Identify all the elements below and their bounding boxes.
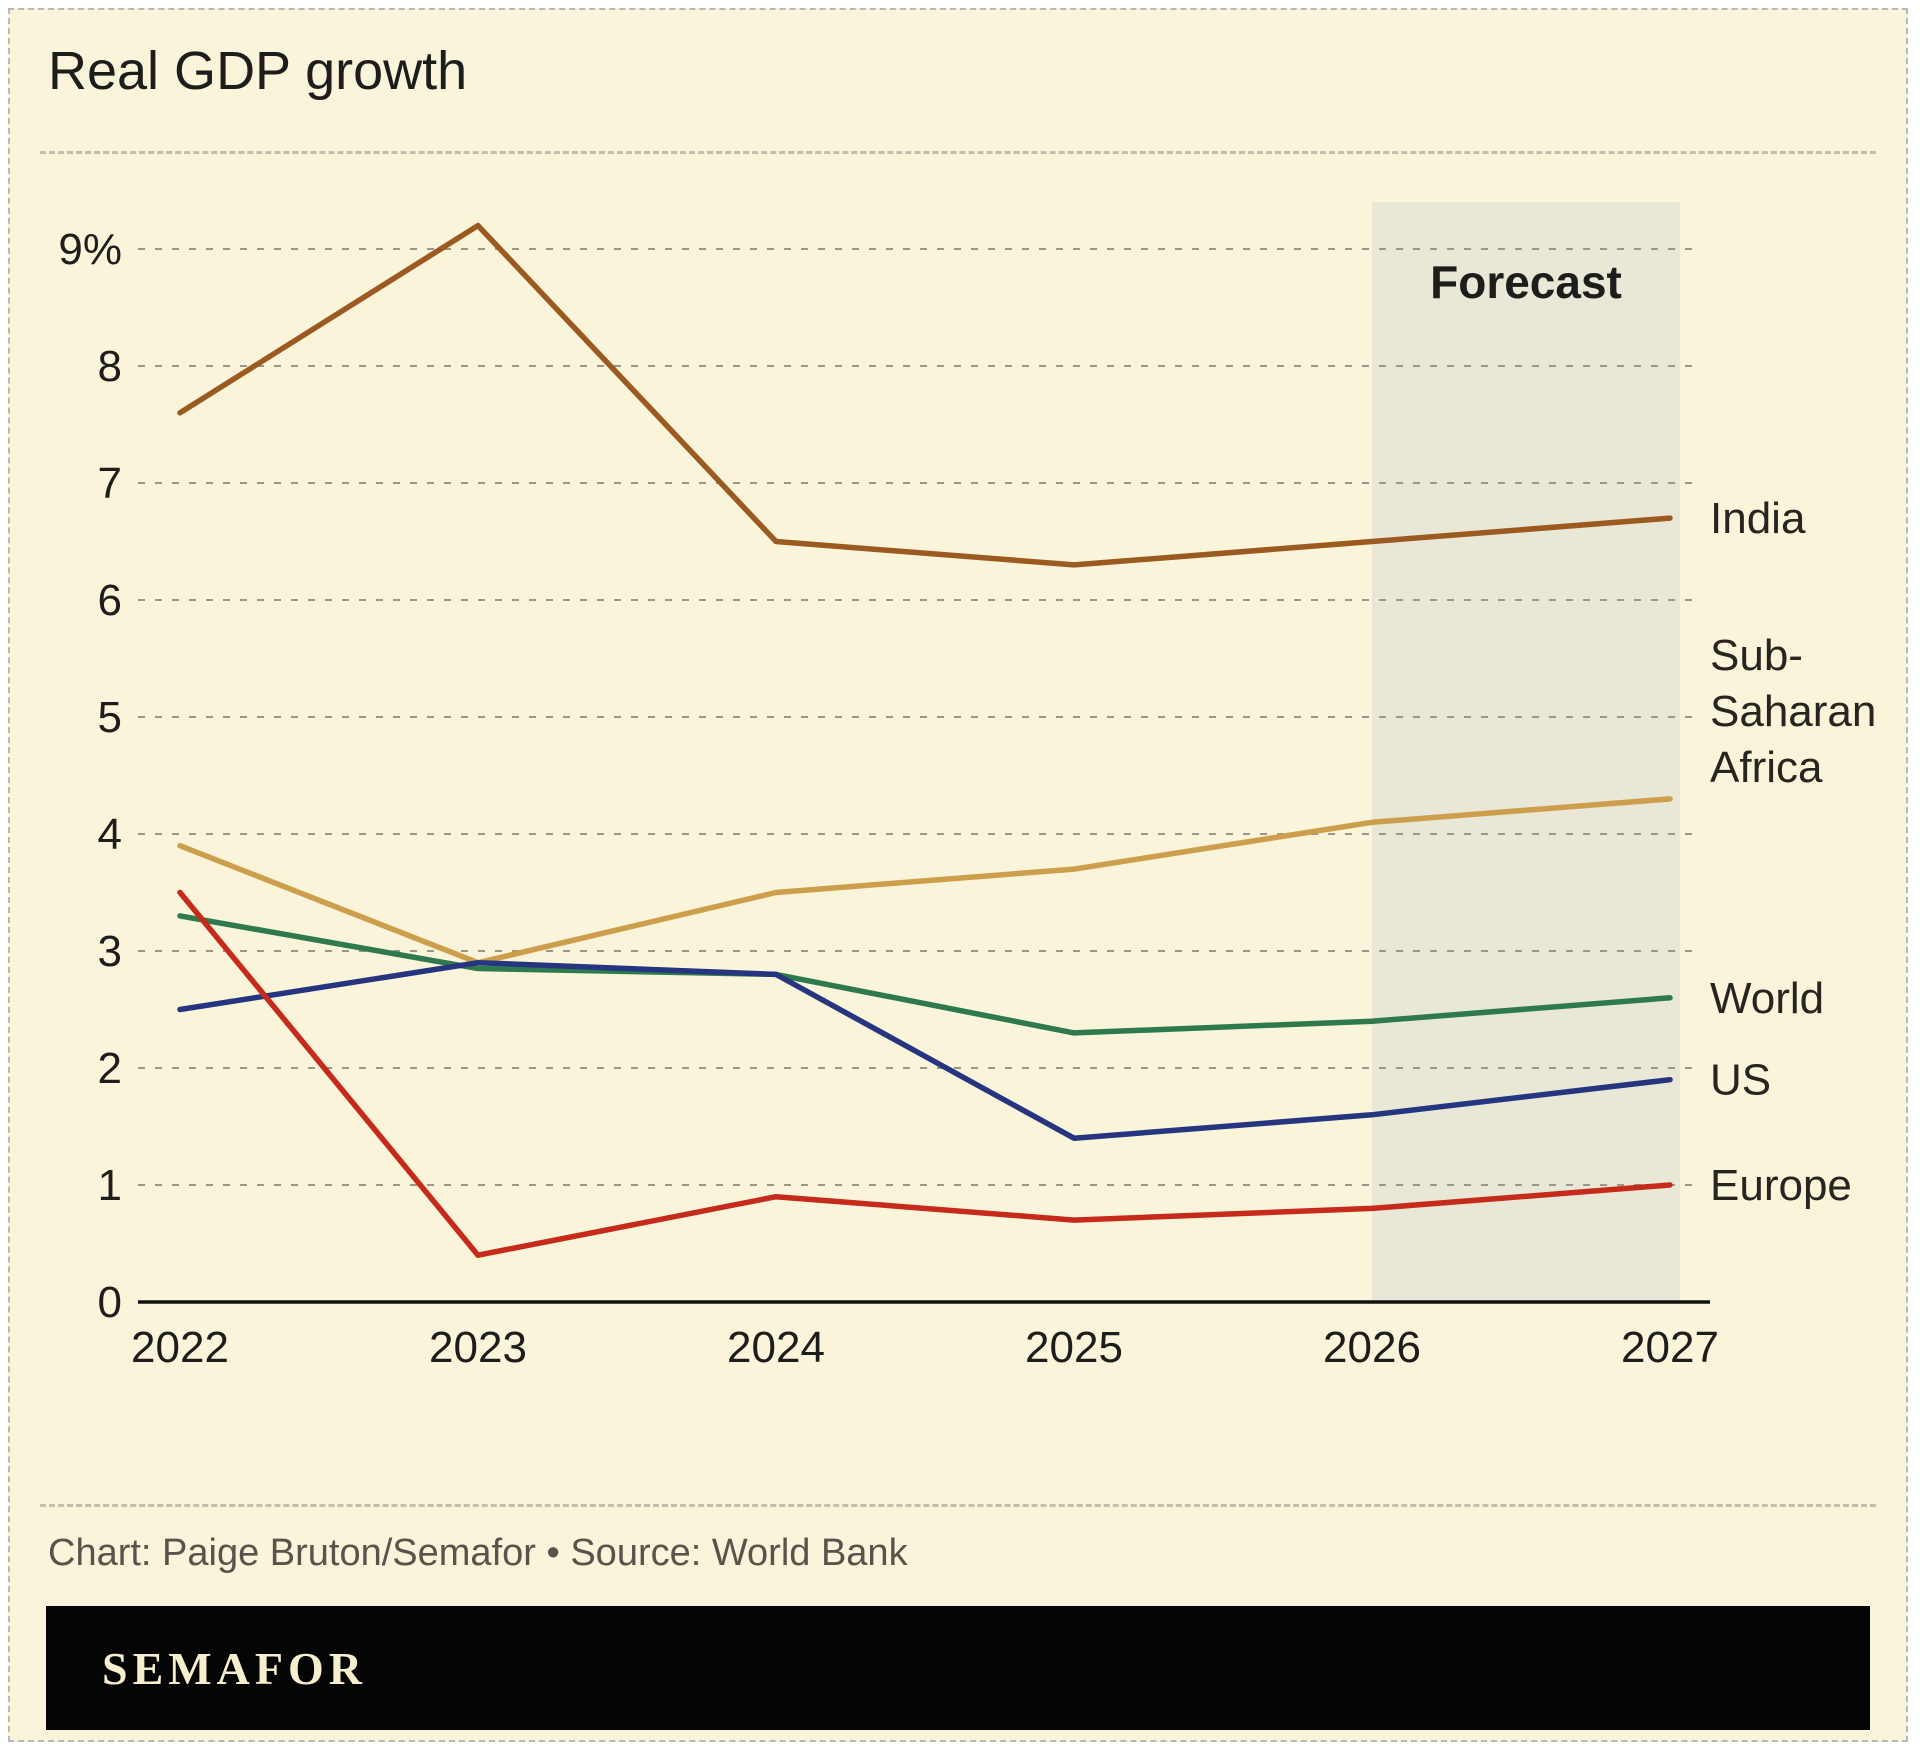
y-tick-label: 6 — [98, 576, 122, 625]
series-label: Sub- — [1710, 631, 1803, 680]
y-tick-label: 1 — [98, 1161, 122, 1210]
y-tick-label: 5 — [98, 693, 122, 742]
line-india — [177, 222, 1673, 568]
x-tick-label: 2025 — [1025, 1323, 1123, 1372]
top-divider — [40, 151, 1876, 154]
series-label: US — [1710, 1056, 1771, 1105]
forecast-band — [1372, 202, 1680, 1303]
chart-title: Real GDP growth — [48, 41, 468, 101]
y-tick-label: 3 — [98, 927, 122, 976]
semafor-logo: SEMAFOR — [102, 1642, 367, 1694]
y-tick-label: 7 — [98, 459, 122, 508]
chart-svg: 0 1 2 3 4 5 6 7 8 9% 2022 2023 2024 2025 2026 2027 Forec… — [58, 202, 1876, 1372]
x-tick-label: 2027 — [1621, 1323, 1719, 1372]
line-us — [177, 959, 1673, 1141]
y-tick-label: 8 — [98, 342, 122, 391]
y-tick-label: 9% — [58, 225, 122, 274]
series-label: Saharan — [1710, 687, 1876, 736]
x-tick-label: 2024 — [727, 1323, 825, 1372]
y-tick-label: 2 — [98, 1044, 122, 1093]
x-tick-label: 2026 — [1323, 1323, 1421, 1372]
x-tick-label: 2022 — [131, 1323, 229, 1372]
forecast-label: Forecast — [1430, 256, 1622, 308]
y-tick-label: 4 — [98, 810, 122, 859]
brand-bar: SEMAFOR — [46, 1606, 1870, 1730]
line-europe — [177, 889, 1673, 1258]
series-label: India — [1710, 494, 1806, 543]
line-sub-saharan-africa — [177, 796, 1673, 966]
footer-divider — [40, 1504, 1876, 1507]
series-label: Europe — [1710, 1161, 1852, 1210]
chart-credit: Chart: Paige Bruton/Semafor • Source: Wo… — [48, 1532, 908, 1574]
series-label: Africa — [1710, 743, 1823, 792]
x-tick-label: 2023 — [429, 1323, 527, 1372]
chart-card: Real GDP growth 0 1 2 3 4 5 6 7 8 9% 2022 2023 2024 2… — [8, 8, 1908, 1742]
line-world — [177, 913, 1673, 1036]
y-tick-label: 0 — [98, 1278, 122, 1327]
series-label: World — [1710, 974, 1824, 1023]
